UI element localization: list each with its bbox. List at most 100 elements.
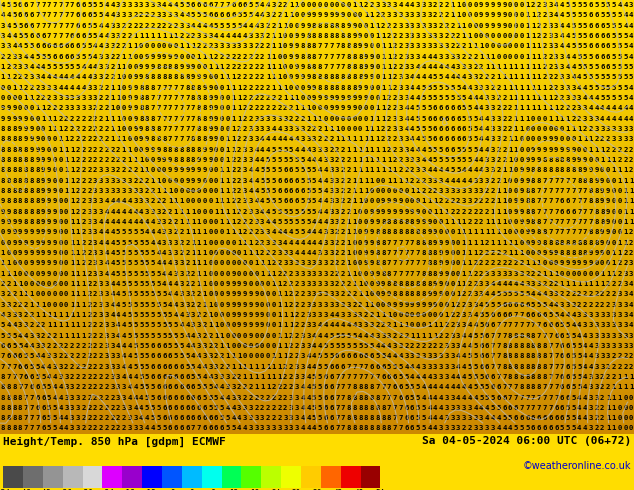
Text: 3: 3 [462,415,466,421]
Text: 8: 8 [197,126,201,132]
Text: 5: 5 [450,157,455,163]
Text: 3: 3 [1,291,5,297]
Text: 3: 3 [370,322,374,328]
Text: 3: 3 [485,425,489,432]
Text: 6: 6 [81,12,86,19]
Text: 1: 1 [208,301,212,308]
Text: 3: 3 [474,301,477,308]
Text: 5: 5 [306,198,311,204]
Text: 4: 4 [485,147,489,153]
Text: 6: 6 [548,415,553,421]
Text: 6: 6 [295,198,299,204]
Text: 3: 3 [64,105,68,111]
Text: 2: 2 [444,322,449,328]
Text: 5: 5 [340,333,345,339]
Text: 7: 7 [588,209,593,215]
Text: 8: 8 [543,240,547,245]
Text: 4: 4 [249,23,253,29]
Text: 3: 3 [75,105,80,111]
Text: 4: 4 [629,312,633,318]
Text: 3: 3 [485,178,489,184]
Text: 8: 8 [531,333,535,339]
Text: 8: 8 [537,353,541,359]
Text: 9: 9 [214,105,218,111]
Text: 1: 1 [612,394,616,400]
Text: 2: 2 [105,147,109,153]
Text: 5: 5 [36,374,40,380]
Text: 5: 5 [583,64,587,70]
Text: 6: 6 [208,415,212,421]
Text: 3: 3 [456,405,460,411]
Text: 9: 9 [381,198,385,204]
Text: 4: 4 [105,33,109,39]
Text: 2: 2 [99,85,103,91]
Text: 2: 2 [444,198,449,204]
Text: 2: 2 [629,250,633,256]
Text: 9: 9 [53,260,57,266]
Text: 2: 2 [600,415,604,421]
Text: 1: 1 [358,281,363,287]
Text: 8: 8 [30,198,34,204]
Text: 3: 3 [99,64,103,70]
Text: 4: 4 [197,353,201,359]
Text: 7: 7 [577,198,581,204]
Text: 8: 8 [531,209,535,215]
Text: 2: 2 [583,291,587,297]
Text: 7: 7 [392,415,397,421]
Text: 1: 1 [266,364,270,369]
Text: 2: 2 [312,126,316,132]
Text: 6: 6 [220,425,224,432]
Text: 2: 2 [606,281,611,287]
Text: 8: 8 [318,85,322,91]
Text: 0: 0 [514,168,518,173]
Text: 6: 6 [168,405,172,411]
Text: 5: 5 [577,64,581,70]
Text: 1: 1 [47,126,51,132]
Text: 0: 0 [202,198,207,204]
Text: 8: 8 [358,425,363,432]
Text: 0: 0 [312,105,316,111]
Text: 3: 3 [392,126,397,132]
Text: 0: 0 [347,2,351,8]
Text: 8: 8 [588,240,593,245]
Text: 7: 7 [548,219,553,225]
Text: 9: 9 [208,105,212,111]
Text: 8: 8 [370,394,374,400]
Text: 4: 4 [444,74,449,80]
Text: 1: 1 [75,291,80,297]
Bar [281,466,301,488]
Text: 5: 5 [623,85,628,91]
Text: 5: 5 [12,333,16,339]
Text: 3: 3 [283,126,287,132]
Text: 7: 7 [157,116,160,122]
Text: 6: 6 [162,384,167,390]
Text: 0: 0 [64,219,68,225]
Text: 2: 2 [174,219,178,225]
Text: 4: 4 [105,240,109,245]
Text: 3: 3 [249,415,253,421]
Text: 8: 8 [353,394,357,400]
Text: 3: 3 [133,188,138,194]
Text: 2: 2 [226,364,230,369]
Text: 4: 4 [560,44,564,49]
Text: 0: 0 [404,188,408,194]
Text: 6: 6 [439,105,443,111]
Text: 7: 7 [502,333,507,339]
Text: 0: 0 [139,44,143,49]
Text: 6: 6 [6,343,11,349]
Text: 9: 9 [179,168,184,173]
Text: 2: 2 [323,136,328,143]
Text: 3: 3 [99,188,103,194]
Text: 2: 2 [243,136,247,143]
Text: 2: 2 [381,23,385,29]
Bar [0,248,634,258]
Text: 5: 5 [474,136,477,143]
Text: 3: 3 [606,312,611,318]
Text: 5: 5 [456,147,460,153]
Text: 2: 2 [260,44,264,49]
Text: 5: 5 [202,394,207,400]
Text: 3: 3 [214,364,218,369]
Text: 6: 6 [329,364,333,369]
Text: 8: 8 [168,147,172,153]
Text: 9: 9 [335,95,339,101]
